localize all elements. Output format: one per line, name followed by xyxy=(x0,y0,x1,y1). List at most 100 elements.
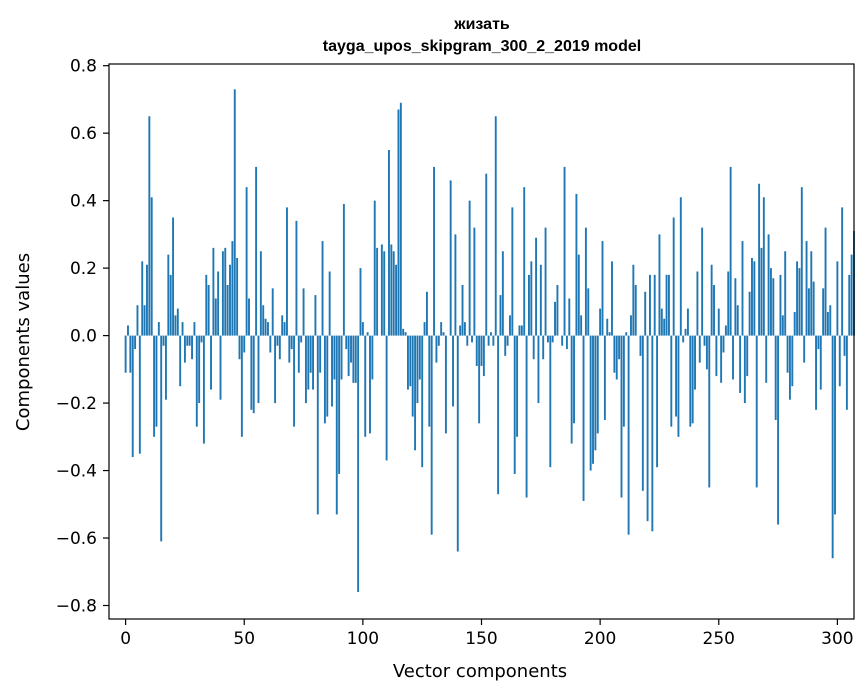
bar xyxy=(456,335,459,552)
bar xyxy=(848,274,851,336)
bar xyxy=(331,335,333,407)
bar xyxy=(269,335,272,353)
bar xyxy=(127,325,129,336)
bar xyxy=(172,217,175,336)
bar xyxy=(743,335,746,404)
bar xyxy=(411,335,414,417)
bar xyxy=(755,335,758,488)
bar xyxy=(335,335,338,515)
bar xyxy=(459,325,462,336)
bar xyxy=(762,197,765,336)
bar xyxy=(634,284,637,336)
bar xyxy=(380,244,383,336)
bar xyxy=(444,335,447,434)
bar xyxy=(392,251,395,336)
bar xyxy=(283,322,286,336)
bar xyxy=(765,335,768,383)
bar xyxy=(608,332,611,336)
bar xyxy=(271,288,274,336)
bar xyxy=(758,183,761,336)
bar xyxy=(252,335,255,414)
bar xyxy=(468,200,471,336)
bar xyxy=(312,335,314,390)
bar xyxy=(321,241,324,336)
y-tick-label: −0.4 xyxy=(56,462,97,482)
bar xyxy=(257,335,260,404)
bar xyxy=(831,335,834,559)
bar xyxy=(741,241,744,336)
bar xyxy=(770,268,772,336)
bar xyxy=(554,301,556,336)
bar xyxy=(774,335,777,420)
bar xyxy=(492,335,495,346)
bar xyxy=(641,335,644,491)
bar xyxy=(326,335,329,417)
x-tick-label: 300 xyxy=(821,629,853,649)
bar xyxy=(485,173,488,336)
bar xyxy=(473,227,476,336)
bar xyxy=(675,335,678,417)
bar xyxy=(658,234,661,336)
bar xyxy=(523,187,526,336)
bar xyxy=(210,335,212,390)
y-tick-label: 0.6 xyxy=(70,124,97,144)
bar xyxy=(660,308,663,336)
bar xyxy=(530,261,533,336)
bar xyxy=(231,241,234,336)
bar xyxy=(739,335,742,393)
bar xyxy=(153,335,156,437)
bar xyxy=(437,335,440,346)
bar xyxy=(373,200,376,336)
bar xyxy=(169,274,172,336)
bar xyxy=(594,335,597,451)
bar xyxy=(810,251,813,336)
bar xyxy=(601,241,604,336)
bar xyxy=(340,335,343,380)
bar xyxy=(181,322,184,336)
bar xyxy=(262,305,265,336)
bar xyxy=(191,335,193,360)
bar xyxy=(620,335,623,498)
bar xyxy=(174,315,177,336)
bar xyxy=(584,227,587,336)
bar xyxy=(314,295,317,336)
bar xyxy=(834,335,836,515)
y-tick-label: −0.2 xyxy=(56,394,97,414)
bar xyxy=(791,335,794,387)
bar xyxy=(276,335,279,346)
bar xyxy=(632,264,635,336)
bar xyxy=(509,315,511,336)
bar xyxy=(570,335,573,444)
bar xyxy=(407,335,409,390)
bar xyxy=(556,284,559,336)
bar xyxy=(736,305,739,336)
x-tick-label: 150 xyxy=(465,629,497,649)
bar xyxy=(603,335,606,420)
bar xyxy=(786,335,789,373)
bar xyxy=(717,308,720,336)
bar xyxy=(155,335,158,427)
chart-subtitle: tayga_upos_skipgram_300_2_2019 model xyxy=(323,38,641,55)
bar xyxy=(478,335,481,424)
bar xyxy=(705,335,708,370)
bar xyxy=(188,335,191,346)
bar xyxy=(667,274,670,336)
bar xyxy=(807,288,810,336)
bar xyxy=(248,298,250,336)
bar xyxy=(542,335,545,360)
bar xyxy=(440,322,443,336)
bar xyxy=(696,271,699,336)
bar xyxy=(399,102,402,336)
bar xyxy=(511,207,514,336)
bar xyxy=(698,335,701,363)
bar xyxy=(430,335,433,535)
bar xyxy=(582,335,585,501)
bar xyxy=(183,335,186,363)
y-tick-label: −0.6 xyxy=(56,529,97,549)
bar xyxy=(138,335,141,454)
bar xyxy=(224,247,227,336)
bar xyxy=(421,335,424,468)
bar xyxy=(644,291,647,336)
bar xyxy=(727,271,730,336)
